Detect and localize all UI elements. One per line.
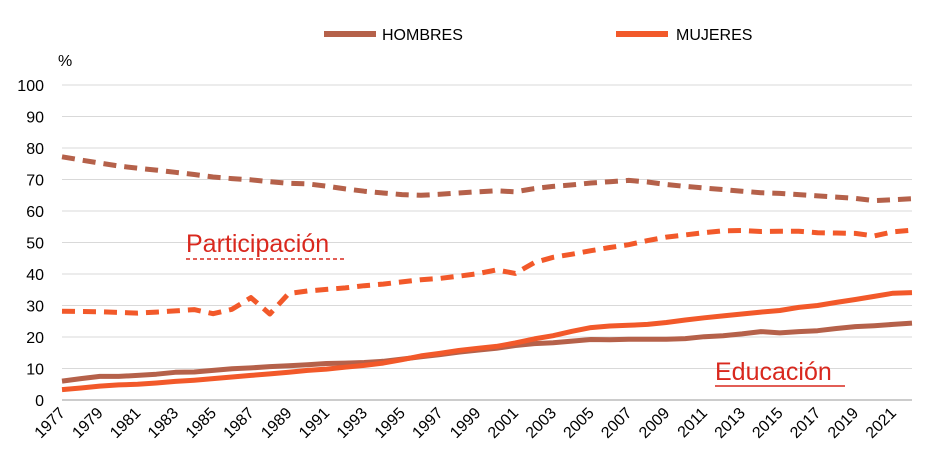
y-tick-label: 80	[26, 141, 44, 158]
x-tick-label: 2003	[523, 405, 560, 442]
y-tick-label: 70	[26, 173, 44, 190]
x-tick-label: 2019	[825, 405, 862, 442]
y-tick-label: 20	[26, 330, 44, 347]
legend-label-hombres: HOMBRES	[382, 27, 463, 44]
x-tick-label: 1977	[32, 405, 69, 442]
x-tick-label: 1999	[447, 405, 484, 442]
x-tick-label: 2017	[787, 405, 824, 442]
x-tick-label: 1997	[409, 405, 446, 442]
x-tick-label: 1995	[372, 405, 409, 442]
x-tick-label: 2001	[485, 405, 522, 442]
y-tick-label: 30	[26, 299, 44, 316]
x-tick-label: 1991	[296, 405, 333, 442]
series-line-educaci-n-mujeres	[61, 290, 913, 393]
legend: HOMBRES MUJERES	[324, 27, 752, 44]
series-line-participaci-n-hombres	[61, 154, 913, 204]
x-tick-label: 2021	[863, 405, 900, 442]
annotation-educacion-text: Educación	[715, 358, 832, 386]
x-tick-label: 1979	[69, 405, 106, 442]
x-tick-label: 2007	[598, 405, 635, 442]
x-tick-label: 2005	[561, 405, 598, 442]
y-tick-label: 100	[17, 78, 44, 95]
y-tick-label: 50	[26, 236, 44, 253]
y-tick-label: 90	[26, 110, 44, 127]
series-lines	[61, 154, 913, 393]
y-unit-label: %	[58, 53, 72, 70]
x-tick-label: 2009	[636, 405, 673, 442]
y-tick-label: 40	[26, 267, 44, 284]
x-tick-label: 1987	[221, 405, 258, 442]
x-tick-labels: 1977 1979 1981 1983 1985 1987 1989 1991 1993 1995…	[32, 405, 900, 442]
x-tick-label: 1985	[183, 405, 220, 442]
x-tick-label: 2013	[712, 405, 749, 442]
y-tick-label: 60	[26, 204, 44, 221]
x-tick-label: 1993	[334, 405, 371, 442]
x-tick-label: 2015	[749, 405, 786, 442]
annotation-educacion: Educación	[715, 358, 845, 387]
y-tick-labels: 0 10 20 30 40 50 60 70 80 90 100	[17, 78, 44, 410]
x-tick-label: 1981	[107, 405, 144, 442]
x-tick-label: 1983	[145, 405, 182, 442]
x-tick-label: 1989	[258, 405, 295, 442]
y-tick-label: 10	[26, 362, 44, 379]
x-tick-label: 2011	[675, 405, 711, 441]
annotation-participacion-text: Participación	[186, 230, 329, 258]
y-tick-label: 0	[35, 393, 44, 410]
legend-label-mujeres: MUJERES	[676, 27, 752, 44]
annotation-participacion: Participación	[186, 230, 344, 260]
series-line-participaci-n-mujeres	[61, 227, 913, 317]
